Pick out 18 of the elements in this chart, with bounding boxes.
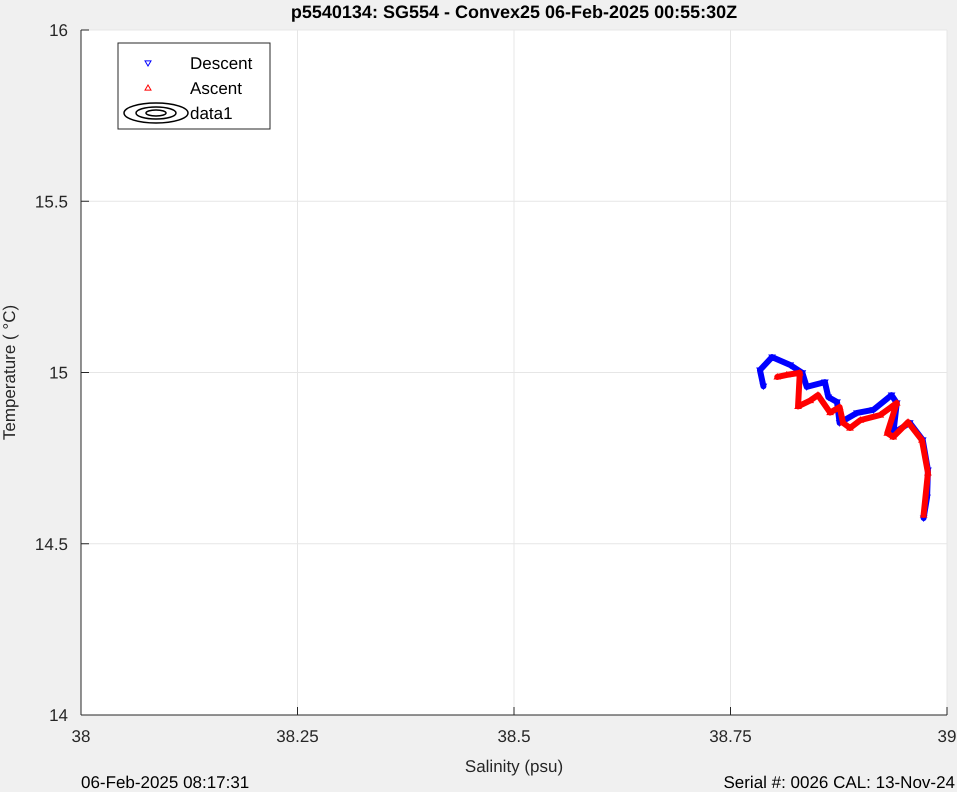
y-tick-label: 15 [49, 364, 68, 382]
legend-label: data1 [190, 104, 233, 123]
y-tick-label: 16 [49, 21, 68, 40]
x-tick-label: 38.25 [276, 727, 319, 746]
x-tick-label: 39 [938, 727, 956, 746]
chart-title: p5540134: SG554 - Convex25 06-Feb-2025 00:55:30Z [290, 2, 738, 22]
y-tick-label: 15.5 [34, 192, 68, 212]
y-tick-label: 14.5 [34, 534, 68, 554]
text: 06-Feb-2025 08:17:31 [81, 773, 250, 792]
x-axis-title: Salinity (psu) [464, 757, 564, 776]
legend-label: Ascent [190, 79, 242, 98]
text: Serial #: 0026 CAL: 13-Nov-24 [723, 773, 955, 792]
x-tick-label: 38.75 [709, 727, 752, 746]
y-tick-label: 14 [49, 706, 68, 725]
x-tick-label: 38 [72, 727, 90, 746]
legend-label: Descent [190, 54, 253, 73]
y-axis-title: Temperature ( °C) [0, 304, 19, 440]
x-tick-label: 38.5 [497, 727, 531, 746]
